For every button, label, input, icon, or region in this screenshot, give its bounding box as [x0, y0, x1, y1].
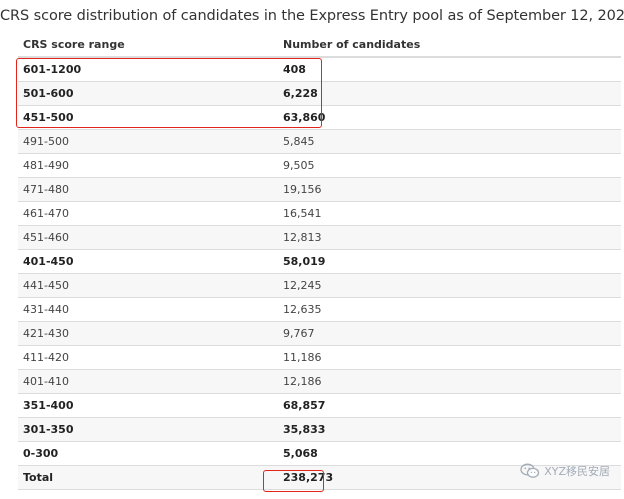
- wechat-icon: [520, 463, 540, 479]
- cell-count: 408: [278, 57, 621, 82]
- table-row: 441-450 12,245: [18, 273, 621, 298]
- cell-count: 11,186: [278, 345, 621, 370]
- table-row: 0-300 5,068: [18, 441, 621, 466]
- table-row: 461-470 16,541: [18, 201, 621, 226]
- cell-count: 6,228: [278, 81, 621, 106]
- cell-count: 238,273: [278, 465, 621, 490]
- table-row: 351-400 68,857: [18, 393, 621, 418]
- cell-count: 5,845: [278, 129, 621, 154]
- table-caption: CRS score distribution of candidates in …: [0, 8, 624, 24]
- table-row: 411-420 11,186: [18, 345, 621, 370]
- table-row: 491-500 5,845: [18, 129, 621, 154]
- cell-range: 481-490: [18, 153, 278, 178]
- table-row: Total 238,273: [18, 465, 621, 490]
- table-row: 401-410 12,186: [18, 369, 621, 394]
- cell-range: 501-600: [18, 81, 278, 106]
- cell-range: 601-1200: [18, 57, 278, 82]
- cell-count: 63,860: [278, 105, 621, 130]
- table-row: 481-490 9,505: [18, 153, 621, 178]
- cell-range: 431-440: [18, 297, 278, 322]
- table-row: 451-500 63,860: [18, 105, 621, 130]
- cell-count: 16,541: [278, 201, 621, 226]
- cell-count: 5,068: [278, 441, 621, 466]
- cell-count: 35,833: [278, 417, 621, 442]
- column-header-count: Number of candidates: [278, 32, 621, 58]
- table-row: 501-600 6,228: [18, 81, 621, 106]
- cell-range: 401-450: [18, 249, 278, 274]
- cell-range: 351-400: [18, 393, 278, 418]
- cell-count: 12,186: [278, 369, 621, 394]
- table-header-row: CRS score range Number of candidates: [18, 32, 621, 58]
- cell-count: 9,505: [278, 153, 621, 178]
- cell-range: 471-480: [18, 177, 278, 202]
- cell-range: 441-450: [18, 273, 278, 298]
- table-row: 451-460 12,813: [18, 225, 621, 250]
- table-body: 601-1200 408 501-600 6,228 451-500 63,860 491-…: [18, 57, 621, 490]
- cell-range: 301-350: [18, 417, 278, 442]
- table-row: 301-350 35,833: [18, 417, 621, 442]
- cell-count: 68,857: [278, 393, 621, 418]
- cell-count: 58,019: [278, 249, 621, 274]
- cell-range: 411-420: [18, 345, 278, 370]
- cell-range: 0-300: [18, 441, 278, 466]
- cell-count: 12,635: [278, 297, 621, 322]
- cell-range: 461-470: [18, 201, 278, 226]
- cell-count: 12,245: [278, 273, 621, 298]
- table-row: 421-430 9,767: [18, 321, 621, 346]
- cell-range: 421-430: [18, 321, 278, 346]
- watermark: XYZ移民安居: [520, 463, 610, 479]
- cell-count: 12,813: [278, 225, 621, 250]
- column-header-range: CRS score range: [18, 32, 278, 58]
- cell-range: Total: [18, 465, 278, 490]
- cell-count: 19,156: [278, 177, 621, 202]
- watermark-text: XYZ移民安居: [544, 465, 610, 478]
- cell-range: 451-500: [18, 105, 278, 130]
- table-row: 471-480 19,156: [18, 177, 621, 202]
- table-row: 401-450 58,019: [18, 249, 621, 274]
- cell-range: 401-410: [18, 369, 278, 394]
- crs-distribution-table: CRS score range Number of candidates 601…: [18, 32, 621, 490]
- cell-range: 451-460: [18, 225, 278, 250]
- cell-count: 9,767: [278, 321, 621, 346]
- table-row: 601-1200 408: [18, 57, 621, 82]
- cell-range: 491-500: [18, 129, 278, 154]
- table-row: 431-440 12,635: [18, 297, 621, 322]
